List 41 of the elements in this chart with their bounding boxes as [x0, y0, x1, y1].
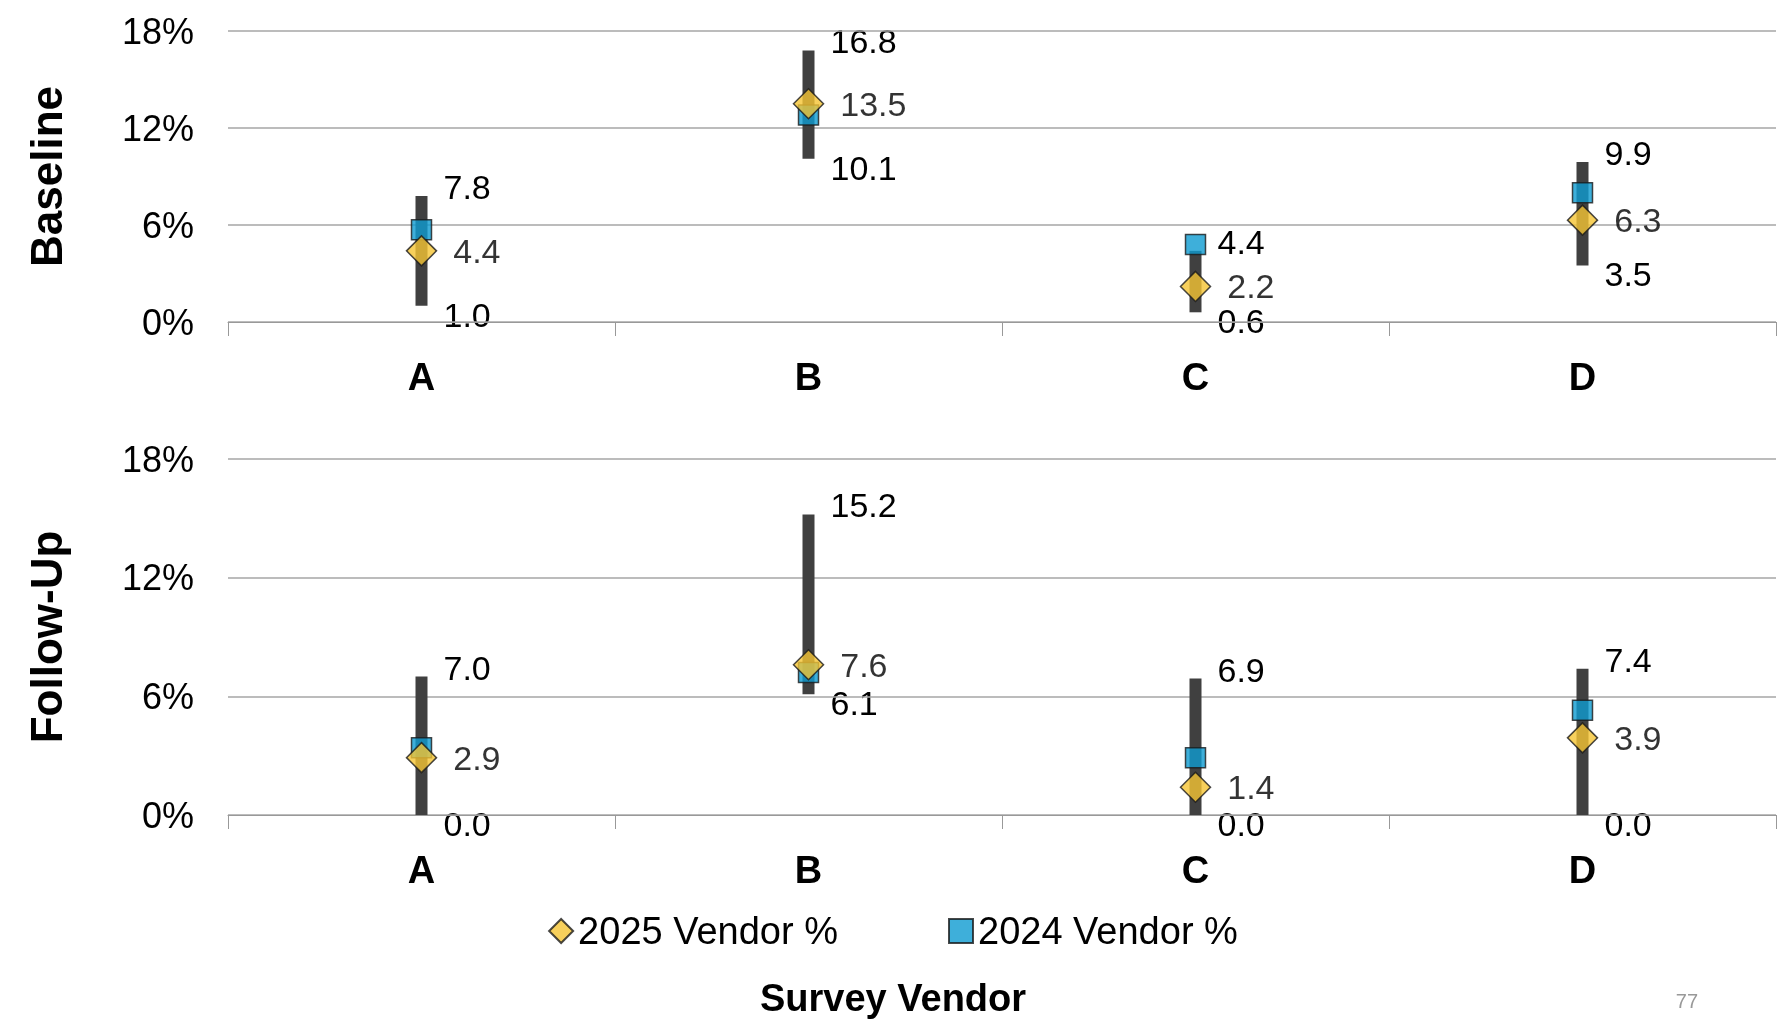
y-tick-label: 12%	[121, 557, 194, 599]
data-label: 1.4	[1227, 768, 1275, 807]
x-tick-label: A	[407, 356, 436, 398]
x-tick-label: C	[1181, 356, 1210, 398]
annotation: 6.9	[1217, 650, 1265, 689]
x-tick-label: B	[794, 849, 823, 891]
data-label: 13.5	[840, 84, 907, 123]
annotation: 15.2	[830, 486, 897, 525]
data-label: 3.9	[1614, 718, 1662, 757]
legend-label: 2024 Vendor %	[978, 910, 1238, 952]
x-tick-label: B	[794, 356, 823, 398]
data-label: 6.3	[1614, 201, 1662, 240]
annotation: 4.4	[1217, 222, 1265, 261]
annotation: 1.0	[443, 295, 491, 334]
x-axis-title: Survey Vendor	[759, 977, 1027, 1019]
y-tick-label: 0%	[141, 794, 194, 836]
data-label: 7.6	[840, 645, 888, 684]
x-tick-label: D	[1568, 356, 1597, 398]
data-label: 4.4	[453, 231, 501, 270]
y-tick-label: 18%	[121, 438, 194, 480]
annotation: 6.1	[830, 684, 878, 723]
y-tick-label: 18%	[121, 10, 194, 52]
y-tick-label: 0%	[141, 301, 194, 343]
x-tick-label: C	[1181, 849, 1210, 891]
annotation: 9.9	[1604, 133, 1652, 172]
y-axis-title: Baseline	[21, 86, 71, 267]
y-axis-title: Follow-Up	[21, 530, 71, 744]
data-label: 2.9	[453, 738, 501, 777]
text: 77	[1675, 990, 1698, 1012]
annotation: 16.8	[830, 22, 897, 61]
annotation: 7.0	[443, 648, 491, 687]
annotation: 7.8	[443, 167, 491, 206]
y-tick-label: 12%	[121, 107, 194, 149]
y-tick-label: 6%	[141, 675, 194, 717]
legend-label: 2025 Vendor %	[578, 910, 839, 952]
x-tick-label: A	[407, 849, 436, 891]
y-tick-label: 6%	[141, 204, 194, 246]
annotation: 7.4	[1604, 640, 1652, 679]
annotation: 3.5	[1604, 255, 1652, 294]
x-tick-label: D	[1568, 849, 1597, 891]
annotation: 10.1	[830, 148, 897, 187]
